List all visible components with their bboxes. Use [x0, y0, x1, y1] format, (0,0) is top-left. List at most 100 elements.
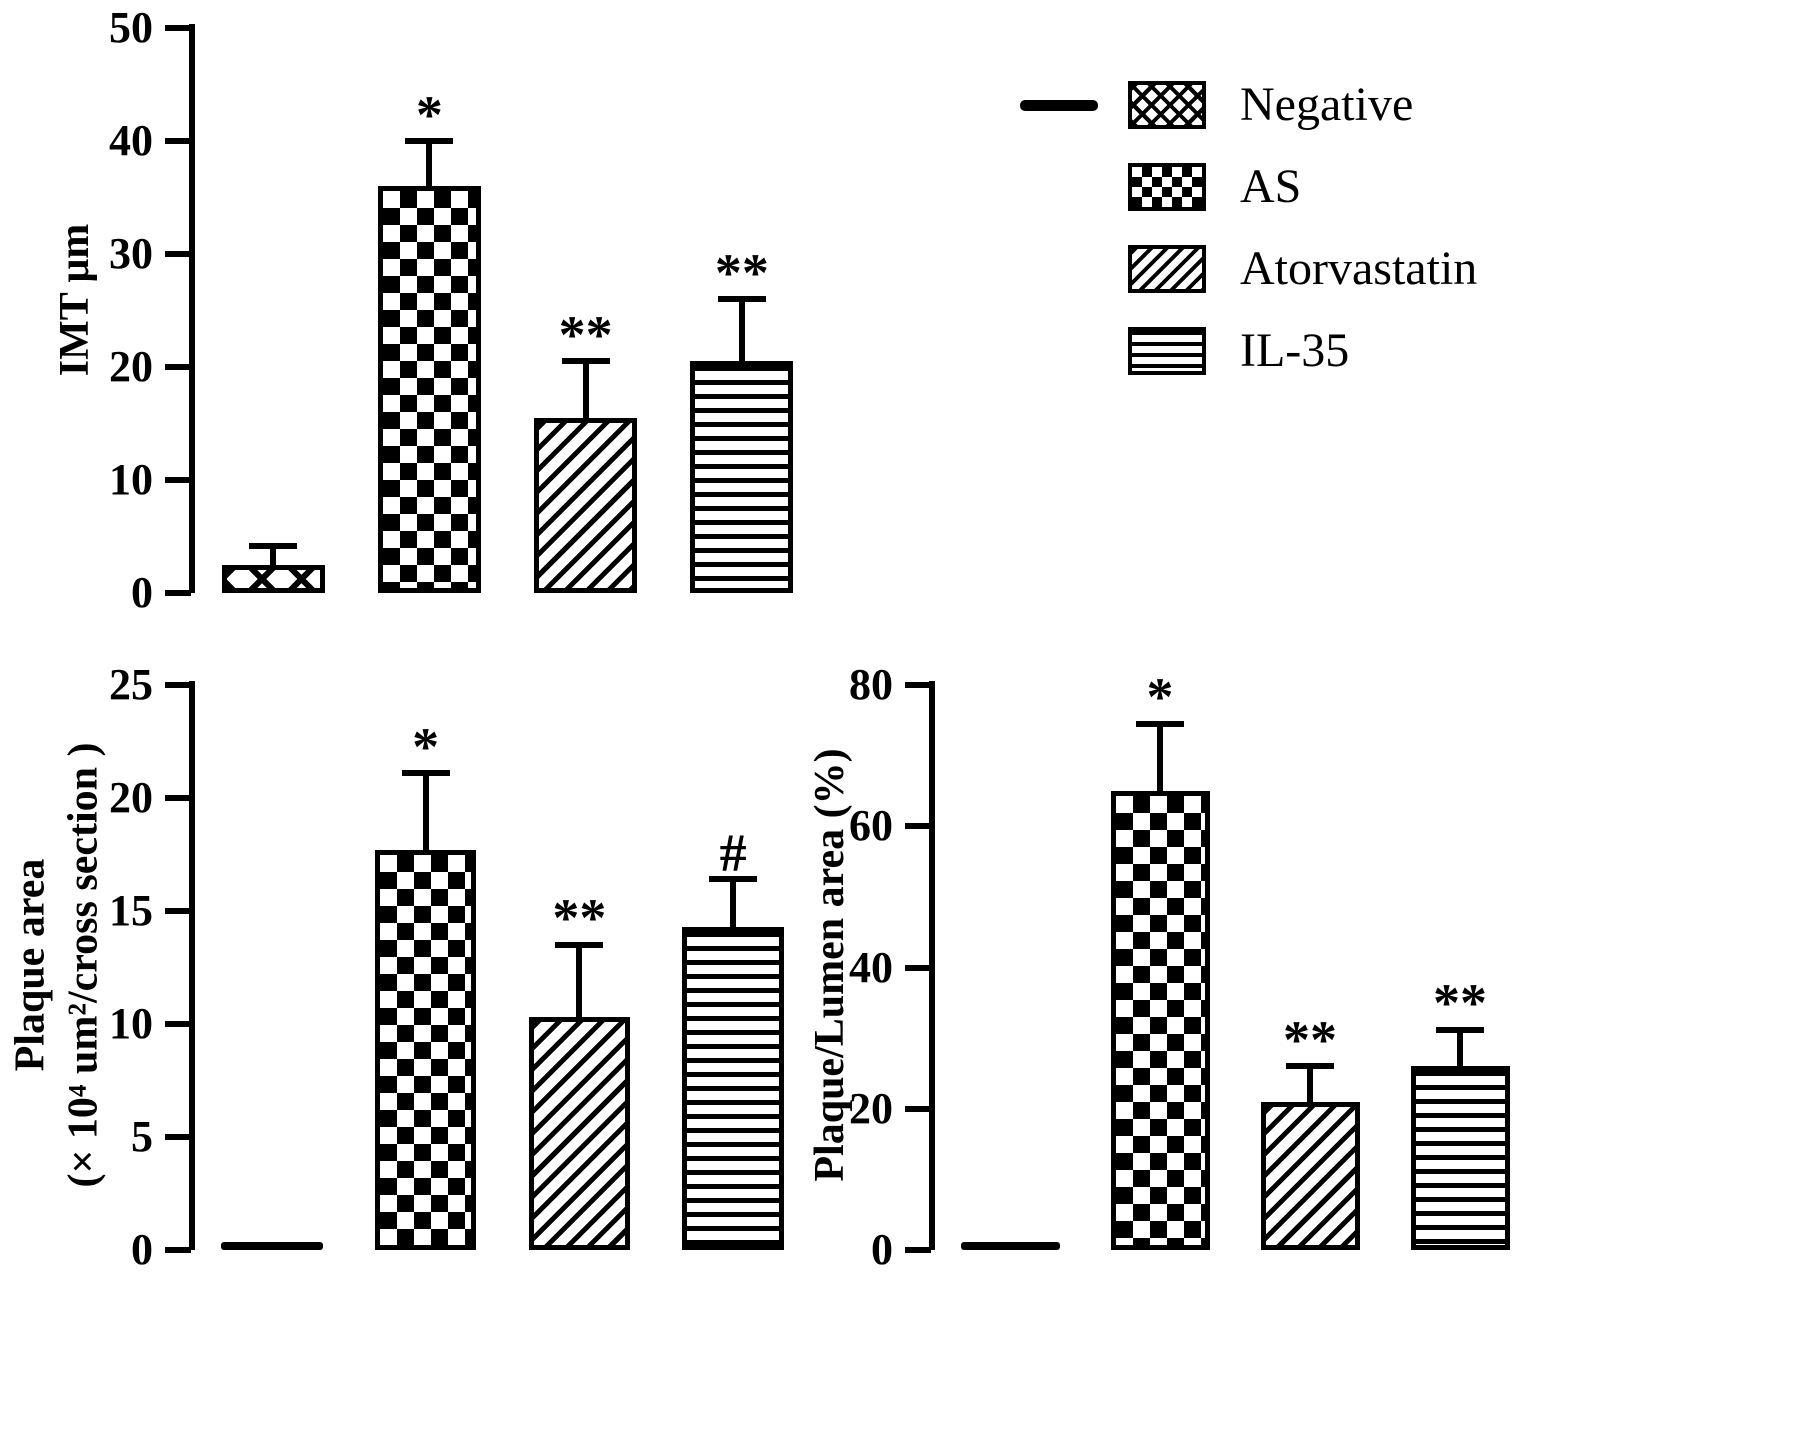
- legend-label: Atorvastatin: [1240, 242, 1478, 295]
- bar-negative: [221, 1242, 323, 1250]
- error-bar-cap-il-35: [1436, 1026, 1484, 1033]
- y-axis-tick: [165, 682, 191, 688]
- y-axis-tick: [905, 1247, 931, 1253]
- significance-marker-il-35: **: [714, 242, 769, 303]
- plot-area-imt: 0 10 20 30 40 50 * ** **: [109, 3, 820, 617]
- y-axis-line: [189, 681, 195, 1250]
- significance-marker-il-35: #: [719, 822, 747, 883]
- y-axis-tick: [165, 364, 191, 370]
- error-bar-cap-atorvastatin: [555, 941, 604, 948]
- error-bar-cap-negative: [249, 542, 298, 549]
- y-tick-label: 0: [131, 568, 153, 617]
- y-axis-tick: [165, 138, 191, 144]
- legend-item-atorvastatin: Atorvastatin: [1020, 242, 1477, 296]
- error-bar-as: [422, 773, 429, 850]
- error-bar-as: [426, 141, 433, 187]
- y-tick-label: 10: [109, 455, 153, 504]
- y-tick-label: 30: [109, 229, 153, 278]
- bar-as: [374, 849, 477, 1250]
- bar-as: [377, 186, 481, 593]
- significance-marker-atorvastatin: **: [552, 888, 607, 949]
- significance-marker-il-35: **: [1433, 973, 1487, 1034]
- y-axis-line: [929, 681, 935, 1250]
- y-tick-label: 20: [849, 1083, 893, 1133]
- y-axis-tick: [165, 1247, 191, 1253]
- legend-item-negative: Negative: [1020, 78, 1477, 132]
- y-axis-tick: [165, 590, 191, 596]
- legend-label: AS: [1240, 160, 1302, 213]
- y-axis-tick: [905, 682, 931, 688]
- error-bar-as: [1157, 723, 1163, 791]
- y-axis-tick: [905, 964, 931, 971]
- y-tick-label: 0: [131, 1225, 153, 1274]
- legend-label: Negative: [1240, 78, 1414, 131]
- y-tick-label: 80: [849, 660, 893, 709]
- y-tick-label: 50: [109, 3, 153, 52]
- error-bar-atorvastatin: [1307, 1066, 1313, 1102]
- significance-marker-atorvastatin: **: [558, 304, 613, 365]
- y-tick-label: 25: [109, 660, 153, 709]
- y-axis-tick: [905, 823, 931, 830]
- y-axis-tick: [165, 908, 191, 914]
- legend-line-slot: [1020, 99, 1128, 111]
- bar-negative: [960, 1242, 1060, 1250]
- y-axis-line: [189, 24, 195, 593]
- error-bar-cap-as: [1136, 720, 1184, 727]
- bar-il-35: [682, 926, 784, 1250]
- y-tick-label: 0: [871, 1225, 893, 1274]
- significance-marker-as: *: [415, 84, 443, 145]
- legend-label: IL-35: [1240, 324, 1350, 377]
- y-axis-tick: [165, 1134, 191, 1140]
- checker-swatch-icon: [1128, 163, 1206, 211]
- diagonal-swatch-icon: [1128, 245, 1206, 293]
- error-bar-atorvastatin: [576, 944, 583, 1018]
- y-tick-label: 40: [109, 116, 153, 165]
- chart-imt: IMT μm 0 10 20 30 40 50 * ** **: [0, 0, 850, 655]
- error-bar-cap-il-35: [709, 876, 758, 883]
- y-tick-label: 20: [109, 773, 153, 822]
- horizontal-swatch-icon: [1128, 327, 1206, 375]
- error-bar-cap-il-35: [717, 296, 766, 303]
- y-axis-tick: [165, 1021, 191, 1027]
- bar-atorvastatin: [1260, 1101, 1360, 1250]
- plot-area-plaque-lumen: 0 20 40 60 80 * ** **: [849, 660, 1535, 1274]
- negative-line-marker-icon: [1020, 99, 1098, 111]
- bar-atorvastatin: [528, 1017, 631, 1250]
- bar-il-35: [1410, 1066, 1510, 1250]
- crosshatch-swatch-icon: [1128, 81, 1206, 129]
- significance-marker-as: *: [1146, 667, 1174, 728]
- y-axis-tick: [905, 1105, 931, 1112]
- y-tick-label: 15: [109, 886, 153, 935]
- plot-area-plaque-area: 0 5 10 15 20 25 * ** #: [109, 660, 810, 1274]
- bar-as: [1110, 790, 1210, 1250]
- y-tick-label: 60: [849, 801, 893, 851]
- error-bar-cap-as: [401, 770, 450, 777]
- bar-negative: [221, 564, 325, 593]
- y-axis-tick: [165, 795, 191, 801]
- legend: Negative AS Atorvastatin IL-35: [1020, 78, 1477, 378]
- bar-il-35: [690, 361, 794, 593]
- bar-atorvastatin: [534, 417, 638, 593]
- legend-item-as: AS: [1020, 160, 1477, 214]
- y-axis-tick: [165, 25, 191, 31]
- y-tick-label: 20: [109, 342, 153, 391]
- error-bar-il-35: [1457, 1029, 1463, 1067]
- legend-item-il35: IL-35: [1020, 324, 1477, 378]
- error-bar-cap-as: [405, 138, 454, 144]
- error-bar-cap-atorvastatin: [1286, 1063, 1334, 1070]
- error-bar-il-35: [730, 879, 737, 927]
- y-tick-label: 10: [109, 999, 153, 1048]
- error-bar-negative: [270, 545, 277, 565]
- error-bar-atorvastatin: [582, 361, 589, 418]
- y-axis-tick: [165, 477, 191, 483]
- y-axis-tick: [165, 251, 191, 257]
- y-tick-label: 5: [131, 1112, 153, 1161]
- y-tick-label: 40: [849, 942, 893, 992]
- chart-plaque-area: Plaque area (× 10⁴ um²/cross section ) 0…: [0, 660, 850, 1320]
- chart-plaque-lumen: Plaque/Lumen area (%) 0 20 40 60 80 * ** **: [790, 660, 1590, 1320]
- significance-marker-atorvastatin: **: [1283, 1009, 1337, 1070]
- significance-marker-as: *: [412, 716, 440, 777]
- error-bar-il-35: [738, 299, 745, 362]
- error-bar-cap-atorvastatin: [561, 358, 610, 365]
